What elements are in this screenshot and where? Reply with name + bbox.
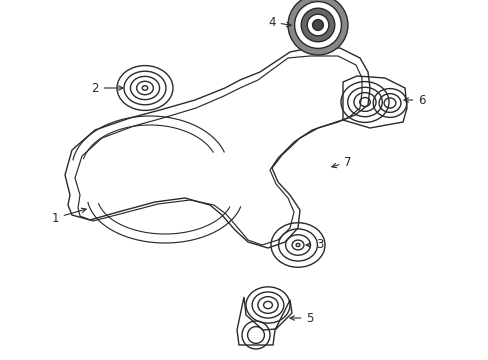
Text: 4: 4 xyxy=(268,15,290,28)
Circle shape xyxy=(301,8,334,42)
Circle shape xyxy=(306,14,328,36)
Circle shape xyxy=(294,1,341,48)
Text: 3: 3 xyxy=(305,238,323,252)
Text: 6: 6 xyxy=(403,94,425,107)
Text: 1: 1 xyxy=(51,208,86,225)
Circle shape xyxy=(287,0,347,55)
Text: 7: 7 xyxy=(331,156,351,168)
Circle shape xyxy=(312,19,323,30)
Text: 2: 2 xyxy=(91,81,122,94)
Text: 5: 5 xyxy=(289,311,313,324)
